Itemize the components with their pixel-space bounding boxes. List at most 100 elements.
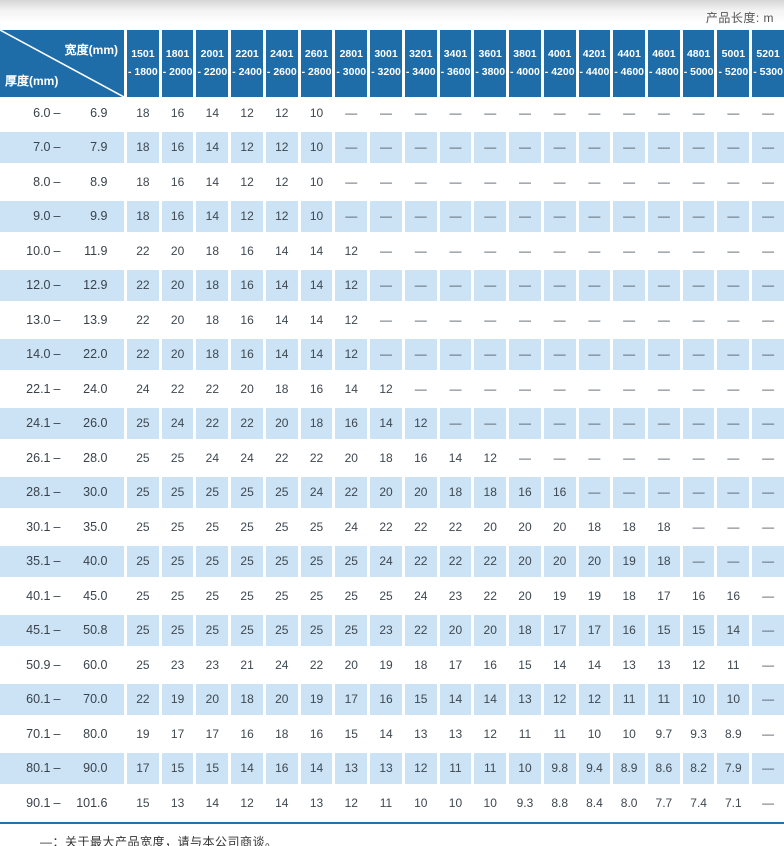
length-value-cell: 14 [193, 97, 229, 132]
length-value-cell: 13 [158, 787, 194, 822]
table-bottom-rule [0, 821, 784, 824]
length-value-cell: 22 [401, 545, 437, 580]
empty-cell: — [540, 304, 576, 339]
length-value-cell: 25 [262, 580, 298, 615]
length-value-cell: 20 [506, 511, 541, 546]
length-value-cell: 25 [158, 476, 194, 511]
empty-cell: — [471, 304, 507, 339]
thickness-range-cell: 8.0–8.9 [0, 166, 124, 201]
width-range-header: 4601- 4800 [645, 30, 680, 97]
empty-cell: — [401, 338, 437, 373]
empty-cell: — [332, 131, 368, 166]
empty-cell: — [332, 200, 368, 235]
length-value-cell: 9.4 [575, 752, 611, 787]
length-value-cell: 8.4 [575, 787, 611, 822]
empty-cell: — [645, 200, 680, 235]
length-value-cell: 13 [332, 752, 368, 787]
width-range-header: 4801- 5000 [679, 30, 715, 97]
length-value-cell: 19 [297, 683, 333, 718]
length-value-cell: 12 [471, 442, 507, 477]
empty-cell: — [610, 373, 646, 408]
width-range-header: 2001- 2200 [193, 30, 229, 97]
length-value-cell: 22 [297, 649, 333, 684]
empty-cell: — [749, 545, 784, 580]
length-value-cell: 20 [540, 511, 576, 546]
length-value-cell: 16 [540, 476, 576, 511]
length-value-cell: 22 [124, 269, 159, 304]
thickness-range-cell: 14.0–22.0 [0, 338, 124, 373]
length-value-cell: 22 [401, 511, 437, 546]
width-range-header: 4201- 4400 [575, 30, 611, 97]
empty-cell: — [679, 200, 715, 235]
table-row: 8.0–8.9 18 16 14 12 12 10— — — — — — — — — — — — — [0, 166, 784, 201]
length-value-cell: 12 [262, 200, 298, 235]
width-range-header: 1501- 1800 [124, 30, 159, 97]
length-value-cell: 18 [124, 166, 159, 201]
length-value-cell: 16 [228, 718, 263, 753]
length-value-cell: 12 [679, 649, 715, 684]
length-value-cell: 14 [262, 338, 298, 373]
thickness-range-cell: 40.1–45.0 [0, 580, 124, 615]
empty-cell: — [436, 131, 472, 166]
empty-cell: — [679, 476, 715, 511]
length-value-cell: 14 [193, 131, 229, 166]
empty-cell: — [367, 304, 402, 339]
empty-cell: — [749, 614, 784, 649]
length-value-cell: 14 [297, 338, 333, 373]
empty-cell: — [575, 442, 611, 477]
thickness-range-cell: 7.0–7.9 [0, 131, 124, 166]
empty-cell: — [679, 97, 715, 132]
empty-cell: — [679, 166, 715, 201]
length-value-cell: 16 [228, 338, 263, 373]
length-value-cell: 22 [124, 683, 159, 718]
table-row: 12.0–12.9 22 20 18 16 14 14 12— — — — — — — — — — — — [0, 269, 784, 304]
length-value-cell: 16 [610, 614, 646, 649]
table-row: 28.1–30.0 25 25 25 25 25 24 22 20 20 18 18 16 16— — — — —… [0, 476, 784, 511]
empty-cell: — [471, 200, 507, 235]
length-value-cell: 18 [193, 235, 229, 270]
length-value-cell: 22 [297, 442, 333, 477]
empty-cell: — [367, 97, 402, 132]
length-value-cell: 18 [610, 511, 646, 546]
empty-cell: — [367, 166, 402, 201]
empty-cell: — [575, 235, 611, 270]
length-value-cell: 18 [193, 269, 229, 304]
length-value-cell: 25 [297, 545, 333, 580]
length-value-cell: 16 [158, 131, 194, 166]
length-value-cell: 10 [575, 718, 611, 753]
length-value-cell: 16 [158, 200, 194, 235]
length-value-cell: 19 [367, 649, 402, 684]
width-range-header: 5201- 5300 [749, 30, 784, 97]
table-body: 6.0–6.9 18 16 14 12 12 10— — — — — — — — — — — — —7.0–7.9 1… [0, 97, 784, 822]
length-value-cell: 17 [158, 718, 194, 753]
length-value-cell: 11 [506, 718, 541, 753]
length-value-cell: 11 [714, 649, 750, 684]
length-value-cell: 22 [124, 304, 159, 339]
length-value-cell: 25 [193, 580, 229, 615]
length-value-cell: 19 [575, 580, 611, 615]
length-value-cell: 7.9 [714, 752, 750, 787]
length-value-cell: 14 [297, 235, 333, 270]
width-range-header: 4401- 4600 [610, 30, 646, 97]
length-value-cell: 11 [645, 683, 680, 718]
length-value-cell: 10 [297, 97, 333, 132]
width-range-header: 5001- 5200 [714, 30, 750, 97]
length-value-cell: 16 [158, 166, 194, 201]
length-value-cell: 10 [297, 166, 333, 201]
empty-cell: — [401, 373, 437, 408]
empty-cell: — [679, 511, 715, 546]
top-bar: 产品长度: m [0, 0, 784, 30]
empty-cell: — [749, 166, 784, 201]
empty-cell: — [679, 235, 715, 270]
empty-cell: — [749, 304, 784, 339]
empty-cell: — [645, 338, 680, 373]
empty-cell: — [506, 166, 541, 201]
empty-cell: — [575, 304, 611, 339]
empty-cell: — [436, 97, 472, 132]
length-value-cell: 24 [401, 580, 437, 615]
length-value-cell: 22 [332, 476, 368, 511]
empty-cell: — [749, 97, 784, 132]
empty-cell: — [540, 407, 576, 442]
length-value-cell: 23 [193, 649, 229, 684]
length-value-cell: 25 [228, 614, 263, 649]
